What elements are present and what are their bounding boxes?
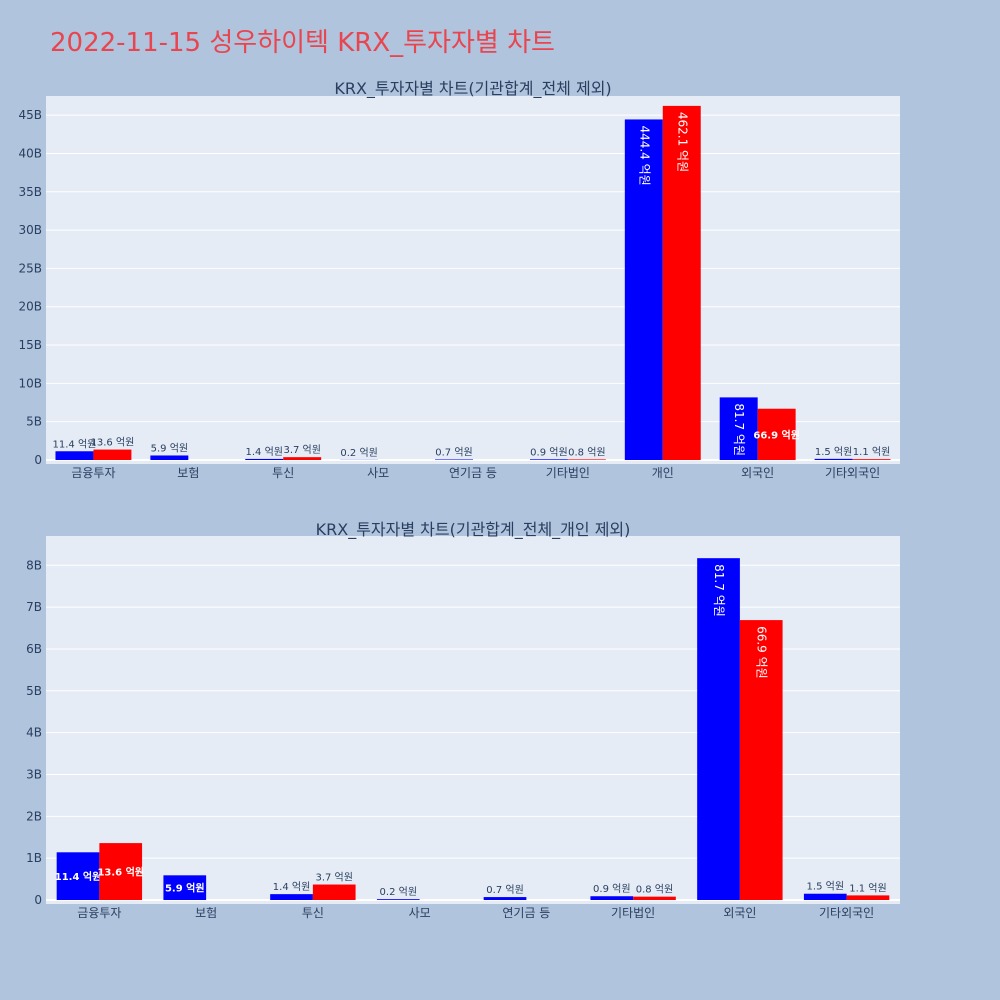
bar-buy bbox=[624, 119, 663, 460]
bar-sell bbox=[662, 105, 701, 461]
y-tick-label: 3B bbox=[26, 767, 42, 781]
bar-buy bbox=[55, 451, 94, 460]
bar-buy bbox=[483, 897, 527, 900]
y-tick-label: 0 bbox=[34, 893, 42, 907]
data-label: 0.7 억원 bbox=[435, 446, 472, 458]
bar-buy bbox=[697, 558, 740, 900]
bar-buy bbox=[529, 459, 568, 460]
bar-buy bbox=[435, 459, 473, 460]
bar-sell bbox=[93, 449, 132, 460]
data-label: 3.7 억원 bbox=[283, 444, 320, 456]
data-label: 13.6 억원 bbox=[90, 437, 134, 449]
data-label: 1.4 억원 bbox=[246, 446, 283, 458]
bar-buy bbox=[270, 894, 313, 900]
data-label: 0.9 억원 bbox=[530, 446, 567, 458]
data-label: 1.1 억원 bbox=[853, 446, 890, 458]
bar-buy bbox=[245, 458, 284, 460]
y-tick-label: 40B bbox=[18, 146, 42, 160]
x-tick-label: 기타법인 bbox=[611, 906, 655, 920]
y-tick-label: 2B bbox=[26, 809, 42, 823]
data-label: 5.9 억원 bbox=[151, 442, 188, 454]
bar-sell bbox=[757, 408, 796, 460]
x-tick-label: 사모 bbox=[367, 466, 389, 480]
y-tick-label: 0 bbox=[34, 453, 42, 467]
y-tick-label: 6B bbox=[26, 642, 42, 656]
data-label: 11.4 억원 bbox=[53, 438, 97, 450]
chart-2: 0 1B 2B 3B 4B 5B 6B 7B 8B KRX_투자자별 차트(기관합계_전체_개인 … bbox=[26, 520, 900, 920]
y-tick-label: 35B bbox=[18, 185, 42, 199]
bar-buy bbox=[814, 458, 853, 460]
bar-sell bbox=[312, 884, 356, 900]
page-title: 2022-11-15 성우하이텍 KRX_투자자별 차트 bbox=[50, 28, 555, 58]
data-label: 444.4 억원 bbox=[637, 125, 651, 185]
bar-buy bbox=[376, 899, 420, 900]
data-label: 0.2 억원 bbox=[340, 447, 377, 459]
x-tick-label: 외국인 bbox=[723, 906, 756, 920]
data-label: 81.7 억원 bbox=[712, 564, 726, 617]
y-tick-label: 10B bbox=[18, 376, 42, 390]
data-label: 81.7 억원 bbox=[732, 403, 746, 456]
bar-sell bbox=[99, 843, 143, 900]
data-label: 66.9 억원 bbox=[755, 626, 769, 679]
data-label: 0.2 억원 bbox=[380, 886, 417, 898]
data-label: 0.8 억원 bbox=[568, 446, 605, 458]
x-tick-label: 외국인 bbox=[741, 466, 774, 480]
data-label: 0.9 억원 bbox=[593, 883, 630, 895]
bar-sell bbox=[739, 620, 783, 900]
x-tick-label: 금융투자 bbox=[71, 466, 115, 480]
x-tick-label: 기타법인 bbox=[546, 466, 590, 480]
y-tick-label: 4B bbox=[26, 726, 42, 740]
data-label: 13.6 억원 bbox=[97, 866, 144, 879]
data-label: 1.5 억원 bbox=[815, 446, 852, 458]
y-tick-label: 5B bbox=[26, 415, 42, 429]
bar-sell bbox=[567, 459, 606, 460]
x-tick-label: 연기금 등 bbox=[502, 906, 550, 920]
y-tick-label: 5B bbox=[26, 684, 42, 698]
bar-buy bbox=[803, 893, 847, 900]
x-tick-label: 보험 bbox=[195, 906, 217, 920]
data-label: 0.8 억원 bbox=[636, 884, 673, 896]
bar-buy bbox=[590, 896, 634, 900]
bar-sell bbox=[633, 896, 676, 900]
bar-buy bbox=[163, 875, 207, 900]
data-label: 1.5 억원 bbox=[807, 881, 844, 893]
x-tick-label: 보험 bbox=[177, 466, 199, 480]
bar-sell bbox=[846, 895, 890, 900]
y-tick-label: 1B bbox=[26, 851, 42, 865]
x-tick-label: 기타외국인 bbox=[819, 906, 874, 920]
x-tick-label: 투신 bbox=[302, 906, 324, 920]
bar-buy bbox=[56, 852, 100, 900]
chart-1: 0 5B 10B 15B 20B 25B 30B 35B 40B 45B KRX_투자자별 차트(기… bbox=[18, 79, 900, 480]
bar-buy bbox=[719, 397, 758, 460]
chart-title: KRX_투자자별 차트(기관합계_전체_개인 제외) bbox=[316, 520, 631, 540]
data-label: 5.9 억원 bbox=[165, 882, 205, 895]
x-tick-label: 사모 bbox=[409, 906, 431, 920]
data-label: 1.4 억원 bbox=[273, 881, 310, 893]
y-tick-label: 25B bbox=[18, 261, 42, 275]
x-tick-label: 금융투자 bbox=[77, 906, 121, 920]
y-tick-label: 8B bbox=[26, 558, 42, 572]
y-tick-label: 30B bbox=[18, 223, 42, 237]
data-label: 1.1 억원 bbox=[849, 882, 886, 894]
chart-title: KRX_투자자별 차트(기관합계_전체 제외) bbox=[334, 79, 611, 99]
y-tick-label: 20B bbox=[18, 300, 42, 314]
x-tick-label: 기타외국인 bbox=[825, 466, 880, 480]
data-label: 66.9 억원 bbox=[753, 428, 800, 441]
y-tick-label: 15B bbox=[18, 338, 42, 352]
data-label: 462.1 억원 bbox=[675, 112, 689, 172]
data-label: 11.4 억원 bbox=[55, 870, 102, 883]
bar-sell bbox=[852, 459, 891, 460]
data-label: 3.7 억원 bbox=[315, 872, 352, 884]
x-tick-label: 개인 bbox=[652, 466, 674, 480]
data-label: 0.7 억원 bbox=[486, 884, 523, 896]
bar-buy bbox=[150, 455, 189, 460]
bar-sell bbox=[283, 457, 322, 460]
y-tick-label: 45B bbox=[18, 108, 42, 122]
y-tick-label: 7B bbox=[26, 600, 42, 614]
x-tick-label: 연기금 등 bbox=[449, 466, 497, 480]
x-tick-label: 투신 bbox=[272, 466, 294, 480]
